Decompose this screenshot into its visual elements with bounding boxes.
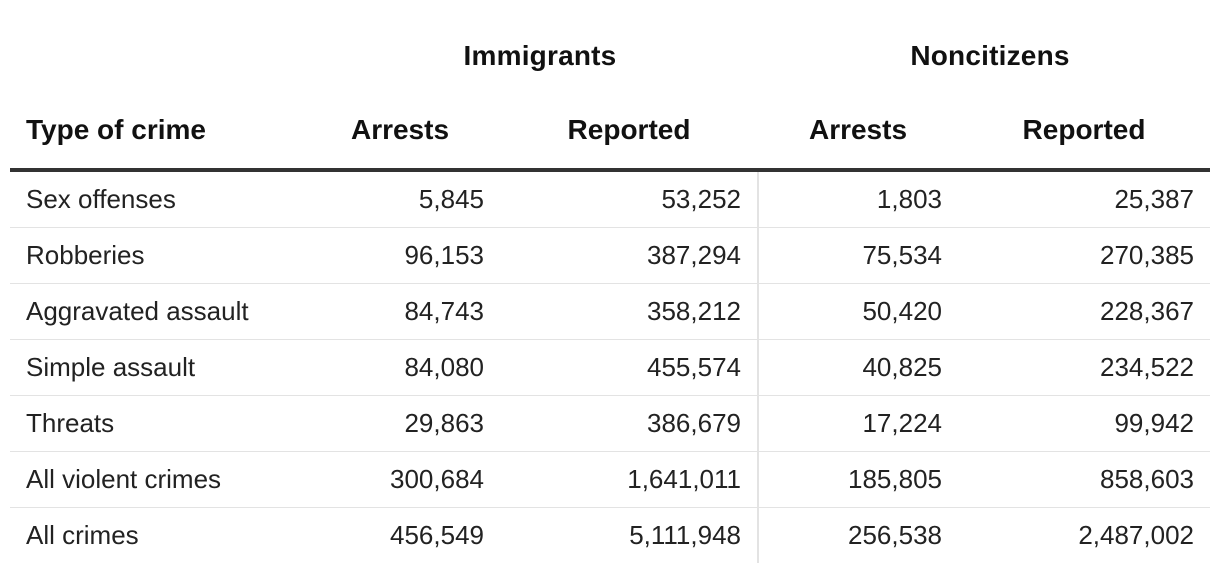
cell-noncitizens-arrests: 17,224 (757, 395, 958, 452)
cell-noncitizens-reported: 234,522 (958, 339, 1210, 396)
cell-noncitizens-reported: 270,385 (958, 227, 1210, 284)
cell-crime-type: All crimes (26, 520, 139, 550)
cell-immigrants-reported: 387,294 (500, 227, 758, 284)
table-header-row: Type of crime Arrests Reported Arrests R… (10, 92, 1210, 172)
cell-crime-type: Threats (10, 395, 300, 452)
table-row: All crimes 456,549 5,111,948 256,538 2,487,0… (10, 507, 1210, 563)
cell-noncitizens-arrests: 185,805 (757, 451, 958, 508)
table-row: Sex offenses 5,845 53,252 1,803 25,387 (10, 170, 1210, 228)
table-body: Sex offenses 5,845 53,252 1,803 25,387 Robber… (10, 170, 1210, 563)
cell-immigrants-reported: 1,641,011 (500, 451, 758, 508)
cell-noncitizens-reported: 25,387 (958, 170, 1210, 228)
cell-noncitizens-reported: 99,942 (958, 395, 1210, 452)
cell-noncitizens-arrests: 40,825 (757, 339, 958, 396)
cell-immigrants-reported: 53,252 (500, 170, 758, 228)
cell-crime-type: Robberies (10, 227, 300, 284)
cell-immigrants-arrests: 5,845 (300, 170, 500, 228)
cell-crime-type: Simple assault (10, 339, 300, 396)
table-row: Threats 29,863 386,679 17,224 99,942 (10, 395, 1210, 452)
cell-noncitizens-reported: 858,603 (958, 451, 1210, 508)
cell-immigrants-arrests: 456,549 (390, 520, 484, 550)
cell-crime-type: Sex offenses (10, 170, 300, 228)
cell-immigrants-arrests: 300,684 (300, 451, 500, 508)
column-header-immigrants-reported: Reported (500, 92, 758, 172)
table-row: Aggravated assault 84,743 358,212 50,420 228… (10, 283, 1210, 340)
cell-noncitizens-arrests: 75,534 (757, 227, 958, 284)
column-header-noncitizens-reported: Reported (958, 92, 1210, 172)
table-row: All violent crimes 300,684 1,641,011 185,80… (10, 451, 1210, 508)
cell-noncitizens-arrests: 50,420 (757, 283, 958, 340)
cell-immigrants-arrests: 84,080 (300, 339, 500, 396)
cell-noncitizens-reported: 228,367 (958, 283, 1210, 340)
column-header-type: Type of crime (10, 92, 300, 172)
cell-immigrants-reported: 5,111,948 (629, 520, 741, 550)
cell-immigrants-reported: 455,574 (500, 339, 758, 396)
crime-table: Type of crime Arrests Reported Arrests R… (10, 92, 1210, 563)
cell-noncitizens-arrests: 256,538 (757, 507, 958, 563)
cell-immigrants-arrests: 84,743 (300, 283, 500, 340)
column-header-noncitizens-arrests: Arrests (758, 92, 958, 172)
cell-immigrants-arrests: 96,153 (300, 227, 500, 284)
cell-noncitizens-reported: 2,487,002 (1078, 520, 1194, 550)
cell-crime-type: All violent crimes (10, 451, 300, 508)
cell-immigrants-reported: 358,212 (500, 283, 758, 340)
cell-noncitizens-arrests: 1,803 (757, 170, 958, 228)
cell-immigrants-reported: 386,679 (500, 395, 758, 452)
cell-crime-type: Aggravated assault (10, 283, 300, 340)
table-row: Robberies 96,153 387,294 75,534 270,385 (10, 227, 1210, 284)
group-header-immigrants: Immigrants (463, 40, 617, 71)
cell-immigrants-arrests: 29,863 (300, 395, 500, 452)
table-row: Simple assault 84,080 455,574 40,825 234,522 (10, 339, 1210, 396)
column-header-immigrants-arrests: Arrests (300, 92, 500, 172)
group-header-noncitizens: Noncitizens (910, 40, 1070, 71)
